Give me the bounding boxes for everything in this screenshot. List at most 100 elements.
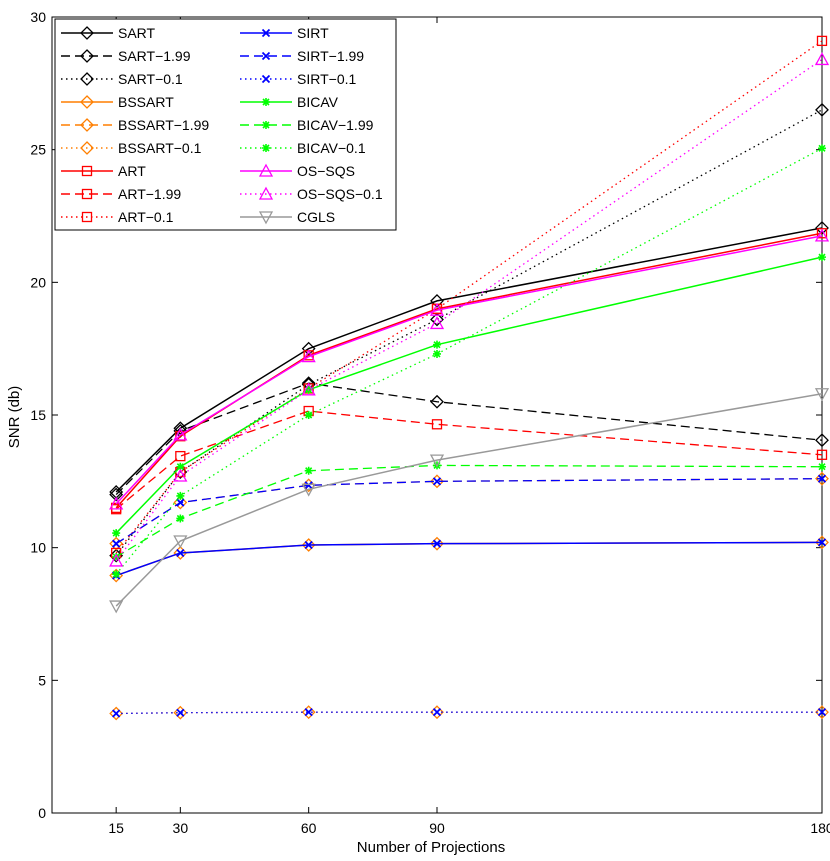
y-tick-label: 25 (30, 142, 46, 158)
series-sirt-0-1-point (304, 708, 313, 717)
legend-label: BICAV (297, 94, 339, 110)
legend-label: ART−1.99 (118, 186, 181, 202)
legend-label: OS−SQS−0.1 (297, 186, 383, 202)
legend-item: OS−SQS−0.1 (240, 186, 383, 202)
series-art-0-1-point (816, 35, 828, 47)
legend-item: BICAV−1.99 (240, 117, 374, 133)
legend-marker (258, 163, 274, 177)
series-bssart-1-99-point (815, 471, 829, 486)
legend-item: SART−1.99 (61, 48, 191, 64)
legend-marker (80, 141, 94, 155)
legend-label: SIRT−0.1 (297, 71, 356, 87)
series-sirt-0-1-point (112, 709, 121, 718)
series-sirt-0-1 (112, 708, 827, 718)
series-art-1-99-point (431, 419, 443, 430)
legend-item: SIRT−0.1 (240, 71, 356, 87)
series-bicav-0-1-point (112, 570, 121, 579)
series-sart-1-99-point (430, 394, 444, 409)
legend-label: SART−1.99 (118, 48, 191, 64)
series-bicav-1-99-point (112, 552, 121, 561)
legend-marker (80, 95, 94, 109)
series-sirt-1-99-line (115, 478, 823, 545)
series-sart-1-99-point (109, 487, 124, 502)
legend-marker (80, 118, 94, 132)
legend-label: SART−0.1 (118, 71, 183, 87)
series-bicav-point (818, 253, 826, 262)
series-sart-0-1-point (815, 102, 829, 117)
series-os-sqs-0-1-point (173, 468, 188, 482)
legend-marker (258, 211, 274, 225)
legend-label: BSSART−1.99 (118, 117, 209, 133)
series-art-line (115, 232, 823, 509)
legend-marker (262, 144, 270, 152)
legend-item: BICAV−0.1 (240, 140, 366, 156)
series-os-sqs (109, 228, 830, 510)
series-sirt-point (432, 539, 442, 548)
legend-marker (80, 72, 94, 86)
series-sirt-1-99 (112, 474, 827, 548)
legend-marker (80, 49, 94, 63)
series-bssart-point (430, 536, 444, 551)
series-bicav-0-1-point (818, 144, 826, 153)
series-bicav-1-99-point (176, 514, 185, 523)
legend-label: BSSART−0.1 (118, 140, 202, 156)
legend-item: BSSART−1.99 (61, 117, 209, 133)
x-tick-label: 60 (301, 820, 317, 836)
legend-label: SIRT−1.99 (297, 48, 364, 64)
series-sirt-point (304, 540, 313, 550)
series-sart-1-99-point (815, 433, 829, 448)
y-tick-label: 5 (38, 672, 46, 688)
x-tick-label: 180 (810, 820, 830, 836)
legend-label: CGLS (297, 209, 335, 225)
series-sirt-1-99-point (432, 477, 442, 486)
y-tick-label: 20 (30, 274, 46, 290)
legend-label: SART (118, 25, 156, 41)
y-tick-label: 15 (30, 407, 46, 423)
series-sirt-0-1-point (432, 708, 442, 717)
legend-marker (261, 51, 271, 61)
series-bicav-point (112, 529, 121, 538)
series-os-sqs-0-1-point (429, 316, 445, 330)
series-sirt-0-1-point (176, 708, 185, 717)
legend-marker (81, 211, 93, 223)
series-os-sqs-point (814, 228, 830, 242)
series-bicav-0-1-point (176, 491, 185, 500)
series-sirt-1-99-point (304, 481, 313, 490)
series-bicav-0-1-point (304, 411, 313, 419)
y-tick-label: 0 (38, 805, 46, 821)
series-os-sqs-line (115, 235, 823, 505)
series-bssart-1-99-point (301, 478, 316, 493)
series-os-sqs-0-1-point (814, 52, 830, 66)
legend-label: BICAV−1.99 (297, 117, 374, 133)
series-sirt-1-99-point (817, 474, 827, 483)
series-os-sqs-0-1-point (109, 553, 124, 567)
legend-item: SART (61, 25, 156, 41)
x-tick-label: 30 (173, 820, 189, 836)
series-os-sqs-0-1 (109, 52, 830, 567)
series-os-sqs-point (301, 349, 316, 363)
series-sirt-point (817, 538, 827, 547)
series-sirt-1-99-point (112, 539, 121, 548)
series-cgls-point (301, 483, 316, 497)
legend-label: SIRT (297, 25, 329, 41)
series-sart-point (430, 293, 444, 308)
series-bicav-0-1-point (433, 349, 441, 358)
series-bssart-0-1-point (173, 705, 188, 720)
series-cgls-point (173, 535, 188, 549)
legend-item: SIRT (240, 25, 329, 41)
series-bssart-0-1-point (430, 705, 444, 720)
series-os-sqs-point (429, 302, 445, 316)
series-bssart-point (173, 546, 188, 560)
legend-item: ART−1.99 (61, 186, 181, 202)
series-os-sqs-0-1-line (115, 58, 823, 562)
series-sart-0-1-point (430, 312, 444, 327)
series-sirt-point (176, 548, 185, 558)
legend-item: OS−SQS (240, 163, 355, 179)
x-tick-label: 90 (429, 820, 445, 836)
series-bicav-point (176, 462, 185, 471)
legend-item: BICAV (240, 94, 339, 110)
legend-label: BSSART (118, 94, 174, 110)
legend-item: ART (61, 163, 146, 179)
series-os-sqs-point (173, 427, 188, 441)
